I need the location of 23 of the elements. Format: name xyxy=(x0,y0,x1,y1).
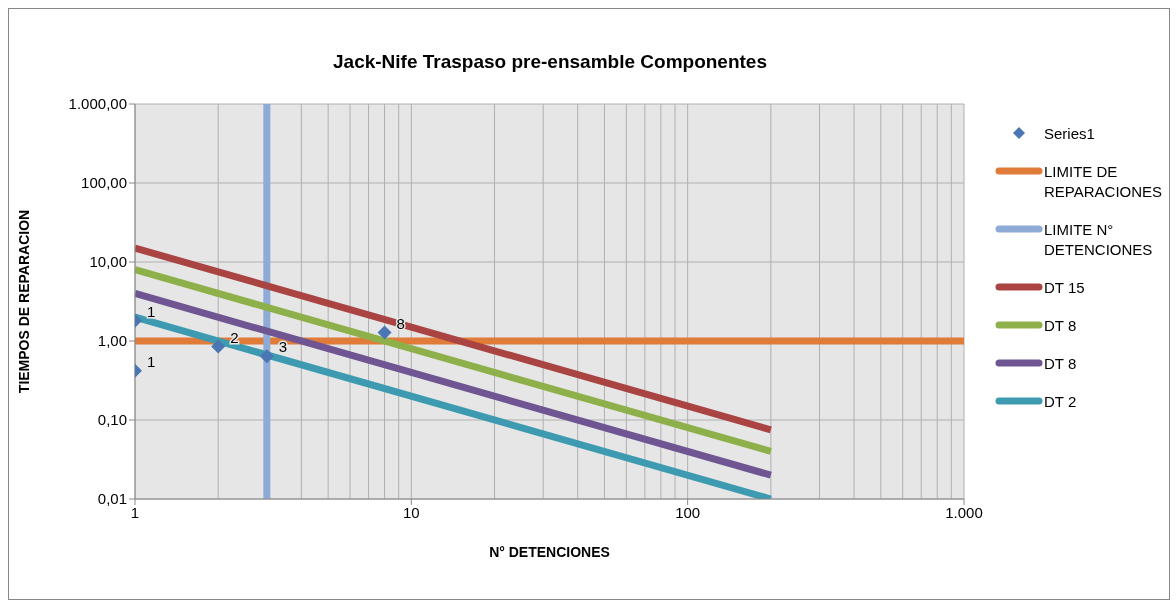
y-tick-label: 1,00 xyxy=(97,332,127,350)
x-tick-label: 1 xyxy=(130,503,140,521)
y-tick-label: 0,10 xyxy=(97,411,127,429)
x-tick-label: 1.000 xyxy=(945,503,983,521)
legend-label: LIMITE DE REPARACIONES xyxy=(1044,162,1164,202)
annotation: 1 xyxy=(147,352,156,370)
y-tick-label: 10,00 xyxy=(89,253,127,271)
x-axis-title: N° DETENCIONES xyxy=(489,544,610,560)
x-tick-label: 100 xyxy=(675,503,701,521)
legend-label: DT 8 xyxy=(1044,316,1077,336)
legend-label: DT 15 xyxy=(1044,278,1085,298)
x-tick-label: 10 xyxy=(402,503,420,521)
chart-title: Jack-Nife Traspaso pre-ensamble Componentes xyxy=(332,51,768,73)
y-tick-label: 100,00 xyxy=(81,174,127,192)
y-axis-title: TIEMPOS DE REPARACION xyxy=(15,209,32,394)
legend-label: DT 2 xyxy=(1044,392,1077,412)
y-tick-label: 0,01 xyxy=(97,490,127,508)
legend-label: DT 8 xyxy=(1044,354,1077,374)
annotation: 2 xyxy=(230,328,239,346)
legend-label: LIMITE N° DETENCIONES xyxy=(1044,220,1154,260)
annotation: 1 xyxy=(147,302,156,320)
y-tick-label: 1.000,00 xyxy=(68,95,127,113)
legend-label: Series1 xyxy=(1044,124,1095,144)
